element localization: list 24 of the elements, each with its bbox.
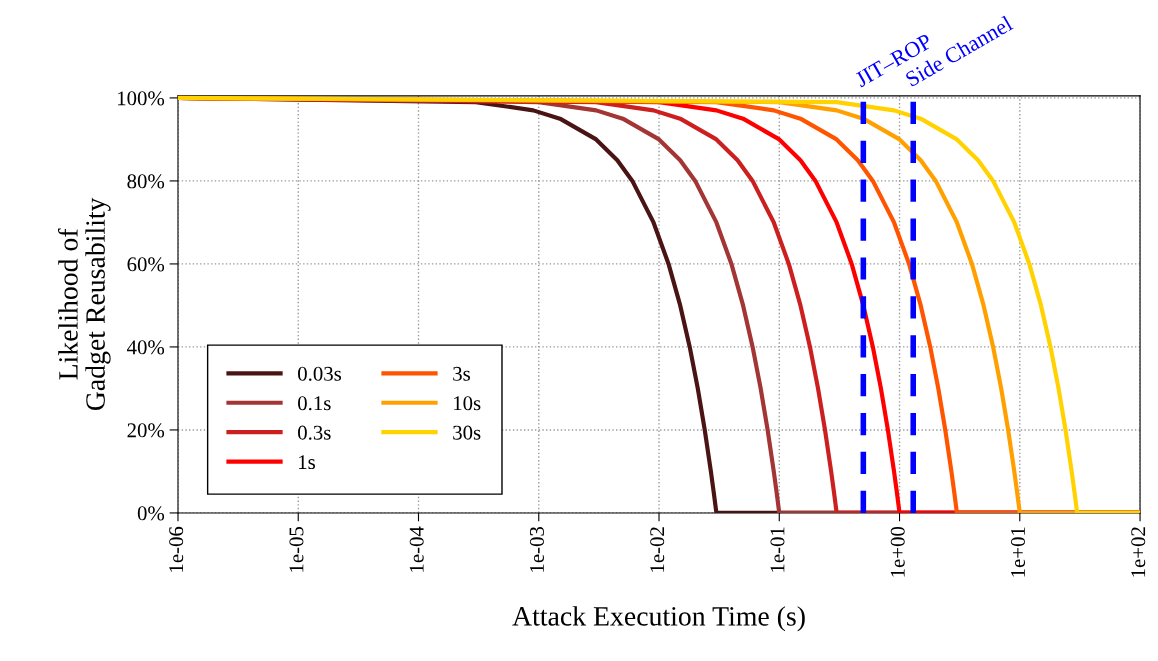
x-tick-label: 1e-02 — [650, 527, 665, 572]
y-tick-label: 80% — [127, 174, 165, 189]
x-tick-label: 1e-05 — [289, 526, 304, 572]
legend-label: 3s — [453, 366, 470, 381]
x-tick-label: 1e+00 — [890, 526, 905, 577]
legend-label: 0.03s — [298, 366, 342, 381]
x-tick-label: 1e+02 — [1131, 527, 1146, 577]
legend-label: 0.3s — [298, 425, 331, 440]
legend-label: 1s — [299, 455, 315, 470]
x-tick-label: 1e-01 — [770, 527, 785, 572]
legend-label: 30s — [453, 425, 481, 440]
x-tick-label: 1e-04 — [409, 526, 424, 572]
x-axis-title: Attack Execution Time (s) — [512, 606, 805, 632]
legend-label: 10s — [454, 396, 481, 411]
y-tick-label: 60% — [127, 257, 165, 272]
y-tick-label: 0% — [137, 506, 165, 521]
y-tick-label: 20% — [127, 423, 165, 438]
y-tick-label: 40% — [127, 340, 165, 355]
y-tick-label: 100% — [118, 91, 165, 106]
x-tick-label: 1e-06 — [169, 526, 184, 572]
x-tick-label: 1e+01 — [1010, 527, 1026, 577]
x-tick-label: 1e-03 — [529, 526, 544, 572]
y-axis-title: Likelihood of Gadget Reusability — [57, 197, 111, 411]
legend-label: 0.1s — [298, 396, 331, 411]
